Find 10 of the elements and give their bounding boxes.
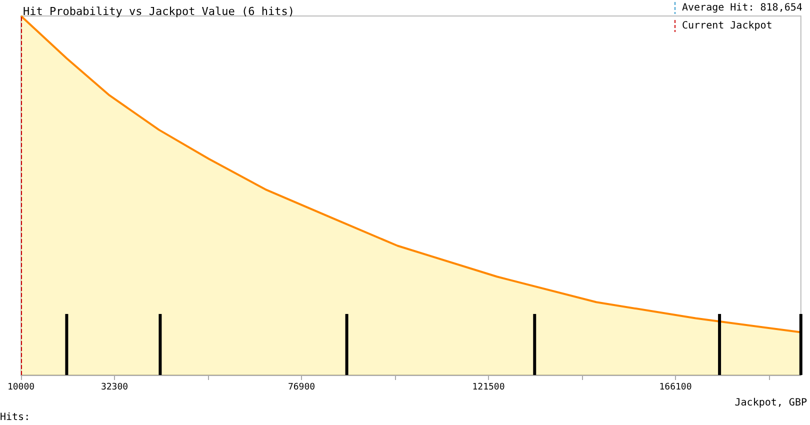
x-tick-label: 121500: [472, 382, 505, 392]
x-tick-label: 166100: [659, 382, 692, 392]
x-tick-label: 76900: [288, 382, 316, 392]
x-axis-title: Jackpot, GBP: [734, 398, 807, 408]
x-tick-label: 10000: [7, 382, 35, 392]
text: Average Hit: 818,654: [682, 2, 802, 14]
chart-title: Hit Probability vs Jackpot Value (6 hits): [23, 5, 295, 18]
x-tick-label: 32300: [100, 382, 128, 392]
annotation: Current Jackpot: [682, 20, 772, 32]
text: Hits:: [0, 412, 30, 423]
